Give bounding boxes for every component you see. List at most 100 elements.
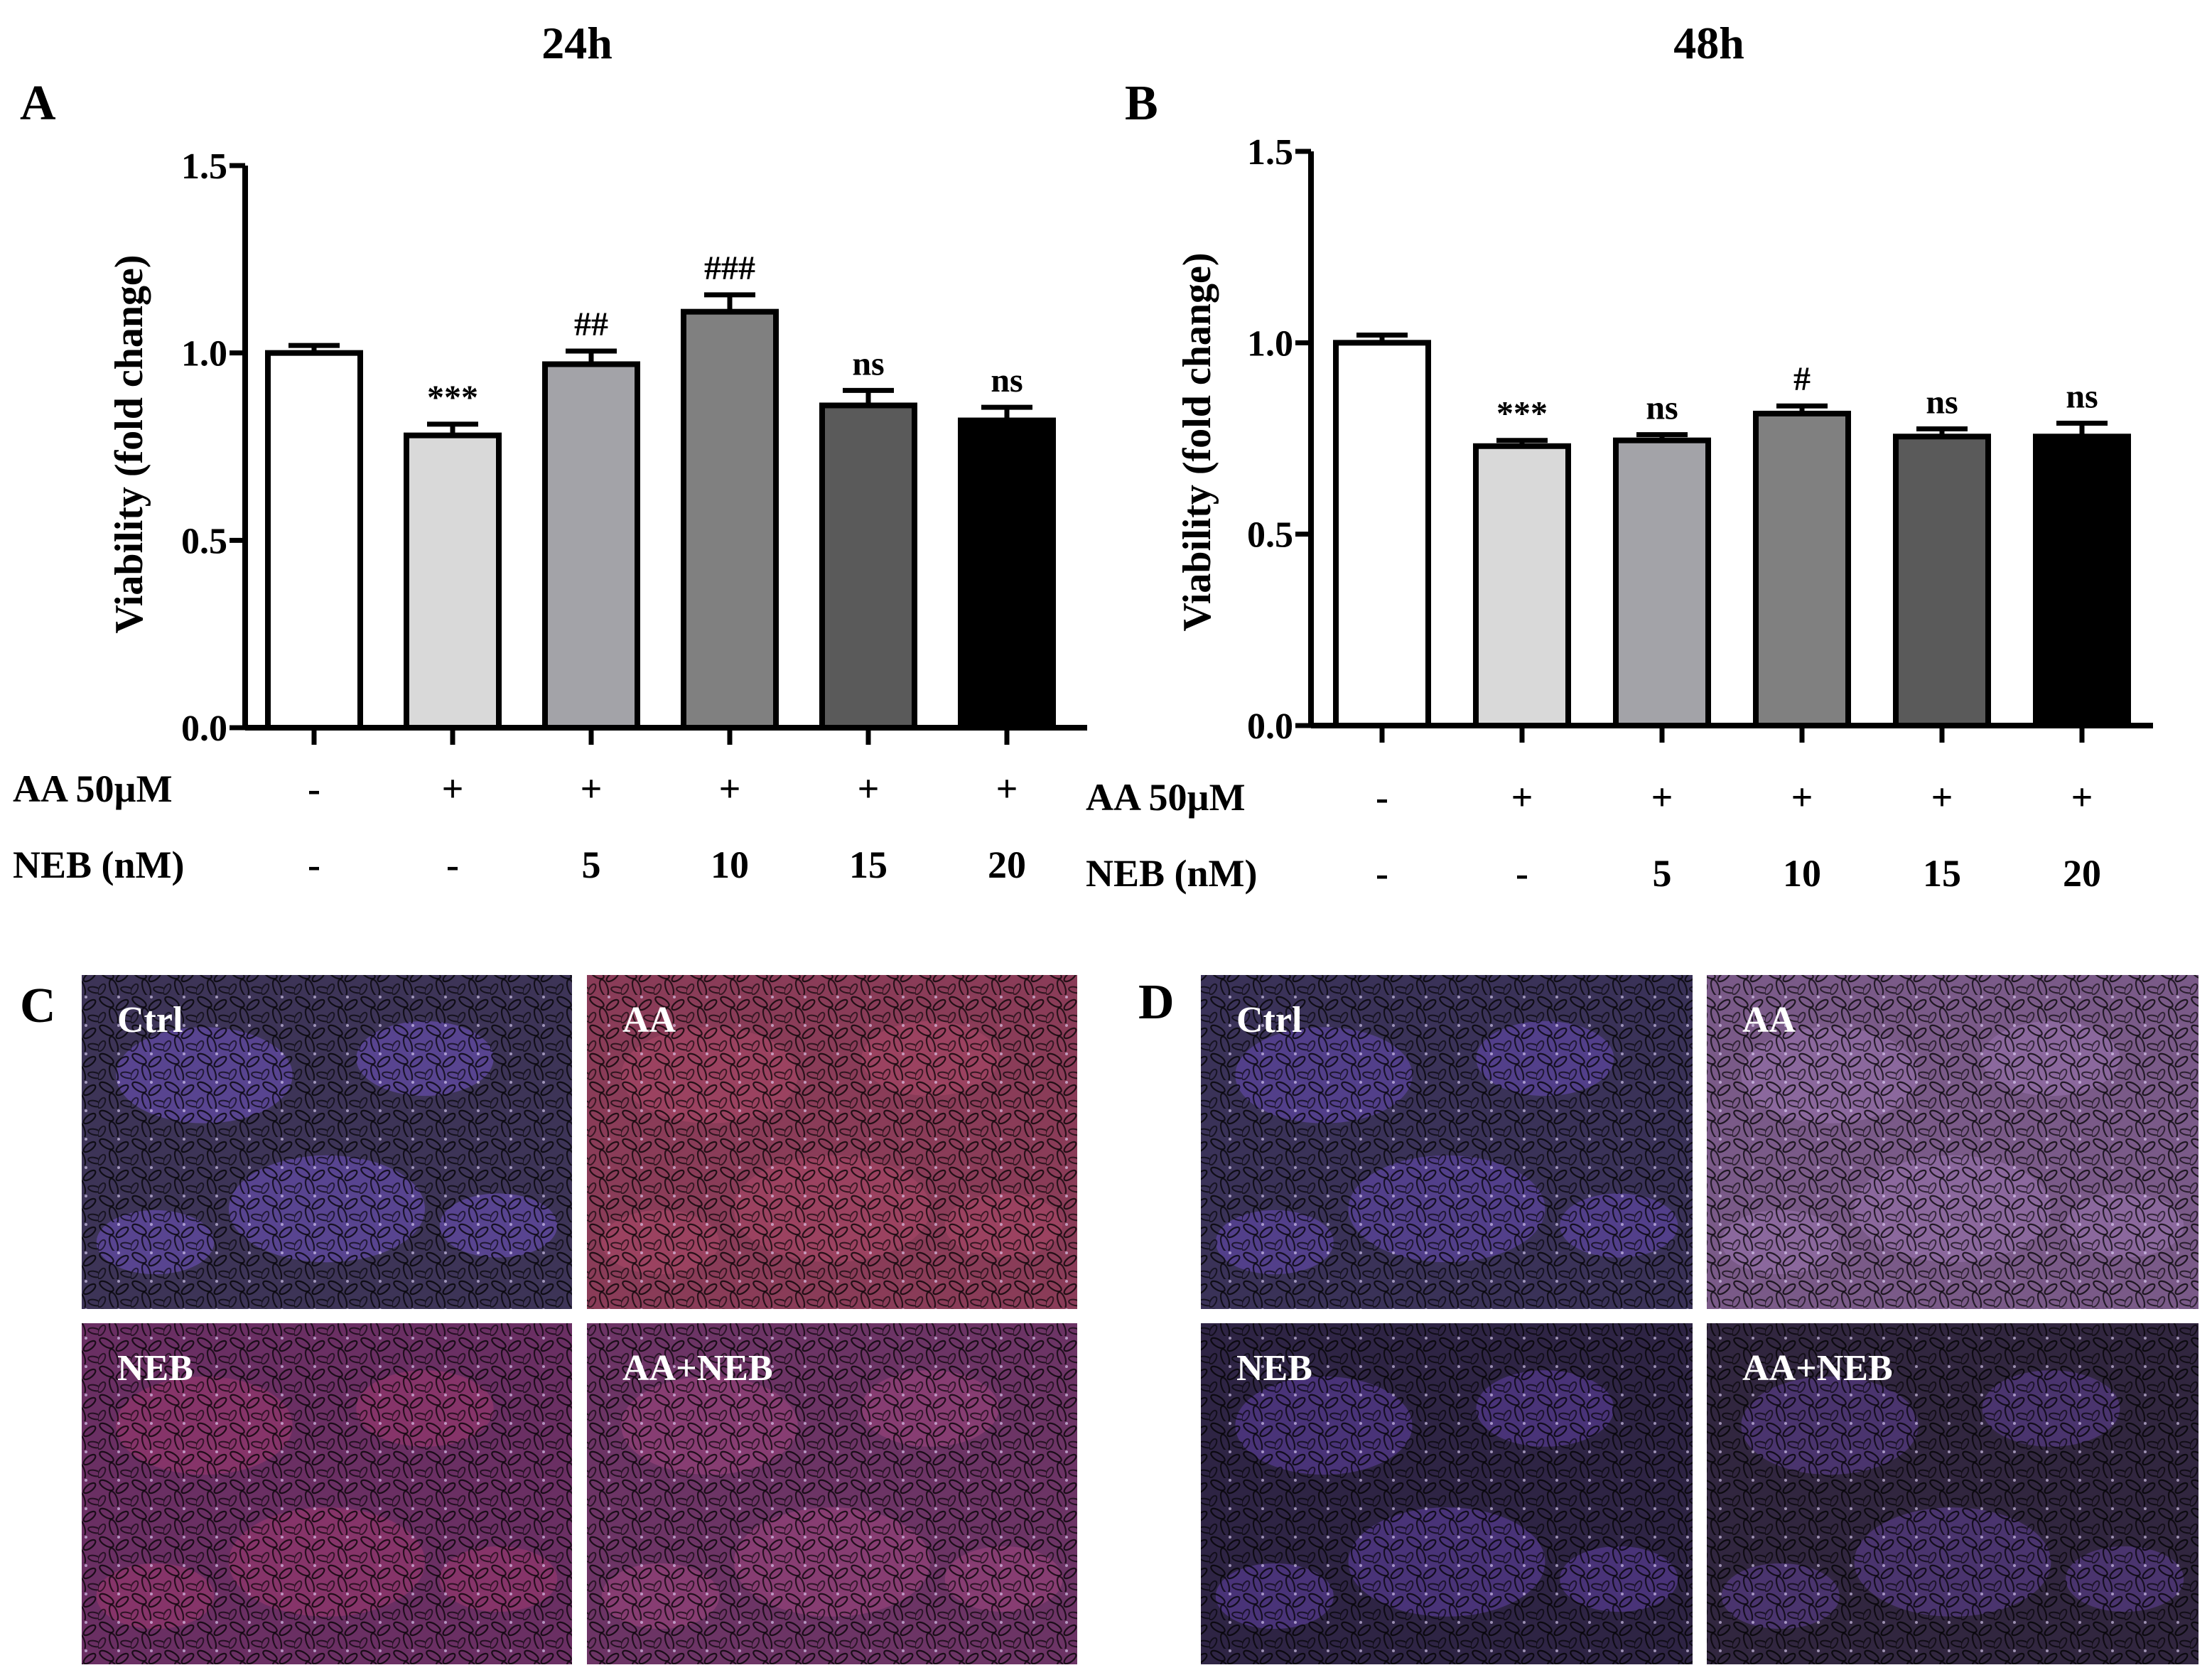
cell-texture — [1707, 975, 2198, 1309]
bar-aa-neb20 — [958, 417, 1056, 731]
panel-a-annotations: ***#####ns ns — [427, 249, 1023, 416]
y-tick-label: 1.0 — [1247, 323, 1293, 364]
bar-aa-neb15 — [819, 402, 917, 731]
bar-aa-neb15 — [1893, 433, 1991, 728]
micrograph-ctrl: Ctrl — [1201, 975, 1693, 1309]
neb-condition-value: - — [1376, 852, 1388, 895]
panel-c-image-grid: Ctrl AA NEB AA+NEB — [82, 975, 1077, 1664]
micrograph-neb: NEB — [82, 1323, 572, 1664]
panel-a-row-aa-label: AA 50µM — [13, 768, 173, 810]
micrograph-aa-neb: AA+NEB — [587, 1323, 1077, 1664]
bar-aa-neb10 — [681, 308, 779, 731]
neb-condition-value: 20 — [988, 844, 1026, 886]
aa-condition-value: + — [442, 768, 464, 810]
y-tick-label: 0.5 — [181, 521, 227, 561]
aa-condition-value: - — [308, 768, 320, 810]
aa-condition-value: + — [1791, 776, 1813, 819]
micrograph-label: NEB — [117, 1348, 193, 1389]
significance-label: ### — [704, 249, 755, 287]
micrograph-neb: NEB — [1201, 1323, 1693, 1664]
y-tick-label: 0.0 — [1247, 706, 1293, 747]
panel-c-label: C — [20, 979, 56, 1033]
aa-condition-value: + — [996, 768, 1018, 810]
cell-texture — [82, 1323, 572, 1664]
micrograph-ctrl: Ctrl — [82, 975, 572, 1309]
y-tick-label: 1.0 — [181, 334, 227, 375]
micrograph-label: AA+NEB — [622, 1348, 773, 1389]
panel-b-row-neb-label: NEB (nM) — [1086, 852, 1258, 895]
cell-texture — [1201, 975, 1693, 1309]
y-tick-label: 0.5 — [1247, 515, 1293, 556]
significance-label: *** — [427, 379, 478, 416]
panel-c-micrographs: C Ctrl AA NEB AA+NEB — [20, 975, 1077, 1664]
significance-label: ns — [1926, 384, 1958, 421]
neb-condition-value: 10 — [1783, 852, 1821, 895]
cell-texture — [82, 975, 572, 1309]
aa-condition-value: - — [1376, 776, 1388, 819]
cell-texture — [1201, 1323, 1693, 1664]
bar-ctrl — [265, 350, 363, 731]
neb-condition-value: - — [446, 844, 459, 886]
panel-a-x-ticks — [311, 728, 1010, 745]
bar-aa-neb5 — [1613, 437, 1711, 729]
cell-texture — [587, 1323, 1077, 1664]
bar-aa — [1473, 443, 1571, 728]
panel-b-row-aa-label: AA 50µM — [1086, 776, 1246, 819]
micrograph-label: NEB — [1236, 1348, 1312, 1389]
aa-condition-value: + — [1651, 776, 1673, 819]
micrograph-aa-neb: AA+NEB — [1707, 1323, 2198, 1664]
neb-condition-value: 5 — [582, 844, 601, 886]
significance-label: # — [1793, 360, 1811, 398]
panel-b-y-ticks: 0.0 0.5 1.0 1.5 — [1247, 132, 1311, 747]
panel-b-condition-rows: AA 50µM NEB (nM) - - + - +5 +10 +15 +20 — [1086, 776, 2101, 895]
y-tick-label: 0.0 — [181, 709, 227, 749]
bar-aa-neb5 — [542, 361, 640, 731]
panel-b-bars — [1333, 333, 2131, 729]
y-tick-label: 1.5 — [1247, 132, 1293, 173]
significance-label: ns — [991, 362, 1023, 399]
panel-a-title: 24h — [541, 18, 613, 68]
aa-condition-value: + — [858, 768, 880, 810]
panel-b-x-ticks — [1379, 726, 2085, 743]
micrograph-label: AA — [1742, 1000, 1796, 1040]
aa-condition-value: + — [2071, 776, 2093, 819]
significance-label: ns — [852, 345, 884, 382]
panel-a-condition-rows: AA 50µM NEB (nM) - - + - +5 +10 +15 +20 — [13, 768, 1026, 886]
micrograph-label: AA — [622, 1000, 676, 1040]
significance-label: *** — [1496, 395, 1548, 433]
neb-condition-value: 20 — [2063, 852, 2101, 895]
bar-aa-neb10 — [1753, 410, 1851, 729]
cell-texture — [1707, 1323, 2198, 1664]
bar-aa-neb20 — [2033, 433, 2131, 728]
y-tick-label: 1.5 — [181, 146, 227, 187]
cell-texture — [587, 975, 1077, 1309]
aa-condition-value: + — [719, 768, 741, 810]
neb-condition-value: 15 — [849, 844, 888, 886]
neb-condition-value: 15 — [1923, 852, 1961, 895]
neb-condition-value: 10 — [711, 844, 749, 886]
neb-condition-value: - — [308, 844, 320, 886]
micrograph-label: Ctrl — [117, 1000, 183, 1040]
significance-label: ns — [2066, 377, 2098, 415]
micrograph-label: Ctrl — [1236, 1000, 1302, 1040]
panel-b-annotations: *** ns # ns ns — [1496, 360, 2098, 432]
panel-b-chart: B 48h Viability (fold change) 0.0 0.5 1.0 1… — [1086, 18, 2153, 895]
micrograph-aa: AA — [1707, 975, 2198, 1309]
panel-d-label: D — [1138, 975, 1175, 1030]
panel-b-ylabel: Viability (fold change) — [1175, 252, 1219, 631]
neb-condition-value: 5 — [1653, 852, 1672, 895]
aa-condition-value: + — [581, 768, 603, 810]
aa-condition-value: + — [1931, 776, 1953, 819]
panel-a-bars — [265, 292, 1056, 731]
aa-condition-value: + — [1511, 776, 1533, 819]
panel-a-chart: A 24h Viability (fold change) 0.0 0.5 1.0 1… — [13, 18, 1087, 886]
panel-d-micrographs: D Ctrl AA NEB AA+NEB — [1138, 975, 2198, 1664]
micrograph-label: AA+NEB — [1742, 1348, 1893, 1389]
panel-a-y-ticks: 0.0 0.5 1.0 1.5 — [181, 146, 245, 749]
panel-a-label: A — [20, 76, 56, 131]
significance-label: ## — [574, 306, 608, 343]
significance-label: ns — [1646, 389, 1678, 427]
panel-b-label: B — [1125, 76, 1158, 131]
panel-b-title: 48h — [1673, 18, 1744, 68]
